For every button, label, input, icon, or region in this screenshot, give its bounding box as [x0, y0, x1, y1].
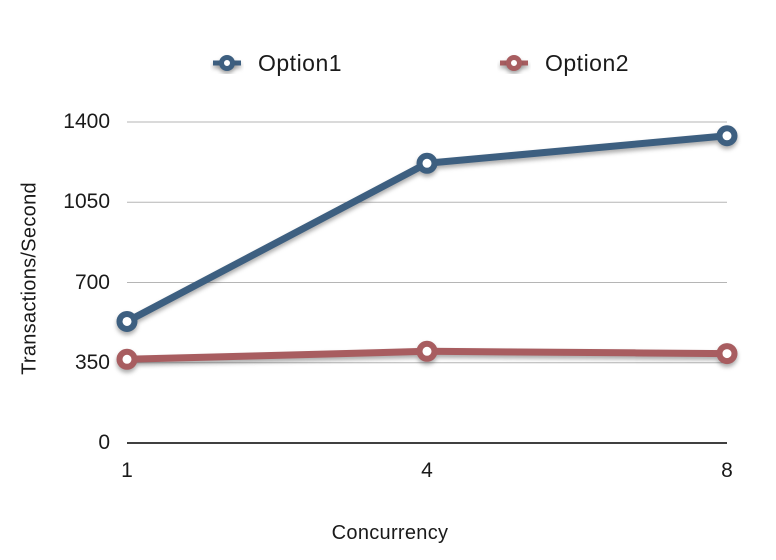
legend-marker-icon: [213, 55, 241, 71]
x-tick-label: 4: [421, 459, 433, 482]
y-tick-label: 0: [98, 431, 110, 454]
data-point-marker: [716, 343, 738, 365]
legend-label-option1: Option1: [258, 49, 343, 76]
y-tick-label: 700: [74, 270, 110, 294]
data-point-marker: [116, 310, 138, 332]
y-tick-label: 1050: [63, 190, 110, 214]
legend-label-option2: Option2: [545, 49, 630, 76]
data-point-marker: [416, 152, 438, 174]
x-tick-label: 8: [721, 459, 733, 482]
legend-item-option2: Option2: [497, 48, 629, 78]
data-point-marker: [716, 125, 738, 147]
series-option1: [116, 125, 738, 332]
y-tick-label: 350: [74, 350, 110, 374]
series-option2: [116, 340, 738, 370]
x-axis-title: Concurrency: [331, 522, 449, 544]
legend-item-option1: Option1: [210, 48, 342, 78]
data-point-marker: [416, 340, 438, 362]
y-tick-label: 1400: [63, 110, 110, 133]
x-tick-label: 1: [121, 459, 133, 482]
legend-marker-icon: [500, 55, 528, 71]
data-point-marker: [116, 348, 138, 370]
y-axis-title: Transactions/Second: [18, 182, 41, 375]
